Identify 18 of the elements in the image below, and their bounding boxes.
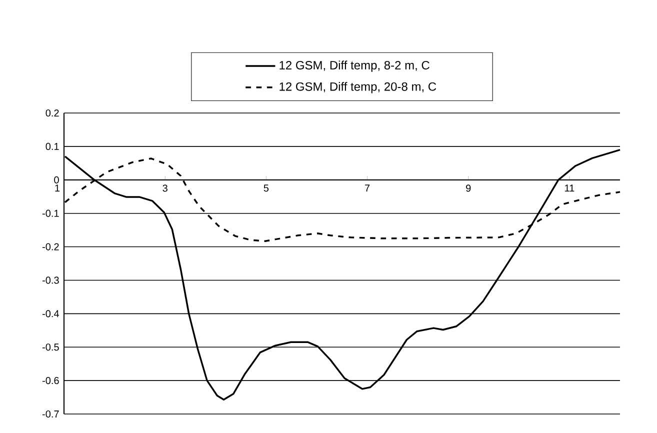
y-tick-label: -0.3 xyxy=(42,276,59,284)
x-tick-label: 7 xyxy=(365,184,370,192)
x-tick-label: 9 xyxy=(466,184,471,192)
y-tick-label: -0.4 xyxy=(42,310,59,318)
x-tick-label: 3 xyxy=(162,184,168,192)
y-tick-label: -0.1 xyxy=(42,210,59,217)
legend-label: 12 GSM, Diff temp, 20-8 m, C xyxy=(280,82,436,94)
y-tick-label: 0 xyxy=(54,176,59,184)
x-tick-label: 1 xyxy=(55,184,60,192)
y-tick-label: -0.7 xyxy=(42,410,59,418)
x-tick-label: 11 xyxy=(565,184,574,192)
y-tick-label: -0.6 xyxy=(42,377,59,384)
y-tick-label: 0.1 xyxy=(46,142,59,150)
y-tick-label: 0.2 xyxy=(46,109,59,117)
y-tick-label: -0.2 xyxy=(42,243,59,250)
legend-label: 12 GSM, Diff temp, 8-2 m, C xyxy=(280,60,430,72)
y-tick-label: -0.5 xyxy=(42,344,59,351)
x-tick-label: 5 xyxy=(264,184,269,192)
